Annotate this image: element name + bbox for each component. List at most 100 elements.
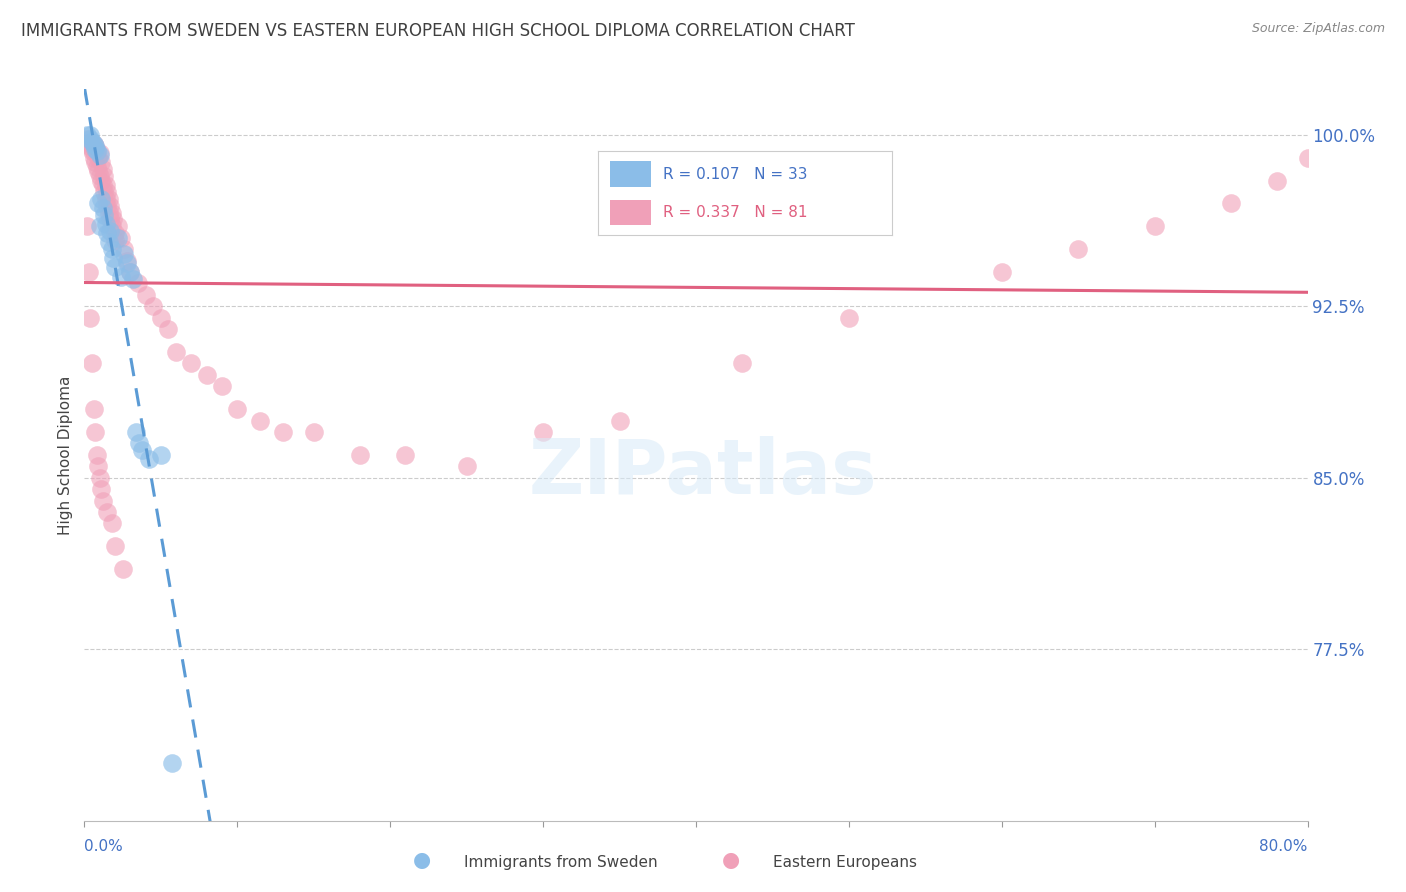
Point bbox=[76, 128, 98, 142]
Point bbox=[89, 148, 111, 162]
Point bbox=[103, 212, 125, 227]
Point bbox=[112, 242, 135, 256]
Point bbox=[127, 277, 149, 291]
Point bbox=[80, 144, 103, 158]
Point bbox=[84, 142, 107, 156]
Point bbox=[271, 425, 294, 439]
Point bbox=[838, 310, 860, 325]
Point bbox=[103, 252, 125, 266]
Point bbox=[91, 178, 114, 193]
Point bbox=[157, 322, 180, 336]
Point bbox=[731, 356, 754, 371]
Point bbox=[79, 128, 101, 142]
Point bbox=[101, 242, 124, 256]
Text: Immigrants from Sweden: Immigrants from Sweden bbox=[464, 855, 658, 870]
Point bbox=[609, 414, 631, 428]
Point bbox=[110, 269, 132, 284]
Text: 0.0%: 0.0% bbox=[84, 839, 124, 854]
Point bbox=[87, 459, 110, 474]
Point bbox=[1220, 196, 1243, 211]
Point bbox=[91, 493, 114, 508]
Point bbox=[97, 205, 120, 219]
Point bbox=[90, 192, 112, 206]
Point bbox=[115, 253, 138, 268]
Point bbox=[84, 139, 107, 153]
Point bbox=[122, 272, 145, 286]
Text: IMMIGRANTS FROM SWEDEN VS EASTERN EUROPEAN HIGH SCHOOL DIPLOMA CORRELATION CHART: IMMIGRANTS FROM SWEDEN VS EASTERN EUROPE… bbox=[21, 22, 855, 40]
Point bbox=[110, 231, 132, 245]
Point bbox=[107, 219, 129, 234]
Point bbox=[94, 178, 117, 193]
Point bbox=[135, 288, 157, 302]
Point bbox=[90, 174, 112, 188]
Point bbox=[1296, 151, 1319, 165]
Point bbox=[349, 448, 371, 462]
Point bbox=[86, 144, 108, 158]
Text: R = 0.337   N = 81: R = 0.337 N = 81 bbox=[662, 205, 807, 220]
Point bbox=[120, 265, 142, 279]
Point bbox=[101, 516, 124, 531]
Point bbox=[456, 459, 478, 474]
Point bbox=[76, 132, 98, 146]
Point bbox=[90, 155, 112, 169]
Point bbox=[87, 196, 110, 211]
Point bbox=[79, 139, 101, 153]
Point bbox=[84, 425, 107, 439]
Point bbox=[97, 235, 120, 250]
Text: Source: ZipAtlas.com: Source: ZipAtlas.com bbox=[1251, 22, 1385, 36]
Text: ●: ● bbox=[723, 850, 740, 870]
Y-axis label: High School Diploma: High School Diploma bbox=[58, 376, 73, 534]
Point bbox=[120, 265, 142, 279]
Point bbox=[96, 226, 118, 240]
Point bbox=[98, 212, 121, 227]
Point bbox=[96, 505, 118, 519]
Point bbox=[104, 260, 127, 275]
Point bbox=[1143, 219, 1166, 234]
Point bbox=[86, 144, 108, 158]
Point bbox=[76, 219, 98, 234]
Point bbox=[94, 217, 117, 231]
Point bbox=[115, 256, 138, 270]
Point bbox=[1265, 174, 1288, 188]
Point bbox=[98, 199, 121, 213]
Point bbox=[96, 185, 118, 199]
Point bbox=[131, 443, 153, 458]
Point bbox=[165, 345, 187, 359]
Point bbox=[83, 151, 105, 165]
Point bbox=[86, 160, 108, 174]
Point bbox=[83, 137, 105, 152]
Point bbox=[93, 185, 115, 199]
Point bbox=[91, 162, 114, 177]
Point bbox=[195, 368, 218, 382]
Point bbox=[86, 448, 108, 462]
Point bbox=[531, 425, 554, 439]
Bar bbox=[610, 200, 651, 226]
Point bbox=[101, 219, 124, 234]
Point bbox=[101, 205, 124, 219]
Point bbox=[149, 448, 172, 462]
Point bbox=[79, 310, 101, 325]
Point bbox=[94, 192, 117, 206]
Point bbox=[112, 247, 135, 261]
Point bbox=[83, 402, 105, 417]
Point bbox=[104, 540, 127, 554]
Point bbox=[991, 265, 1014, 279]
Point bbox=[79, 137, 101, 152]
Point bbox=[104, 233, 127, 247]
Point bbox=[80, 356, 103, 371]
Text: 80.0%: 80.0% bbox=[1260, 839, 1308, 854]
Point bbox=[87, 164, 110, 178]
Point bbox=[180, 356, 202, 371]
Point bbox=[83, 137, 105, 152]
Point bbox=[90, 482, 112, 496]
Point bbox=[125, 425, 148, 439]
Point bbox=[107, 231, 129, 245]
Point bbox=[394, 448, 416, 462]
Point bbox=[89, 219, 111, 234]
Point bbox=[226, 402, 249, 417]
Point bbox=[79, 132, 101, 146]
Point bbox=[93, 208, 115, 222]
Point bbox=[249, 414, 271, 428]
Point bbox=[142, 299, 165, 313]
Point bbox=[77, 135, 100, 149]
